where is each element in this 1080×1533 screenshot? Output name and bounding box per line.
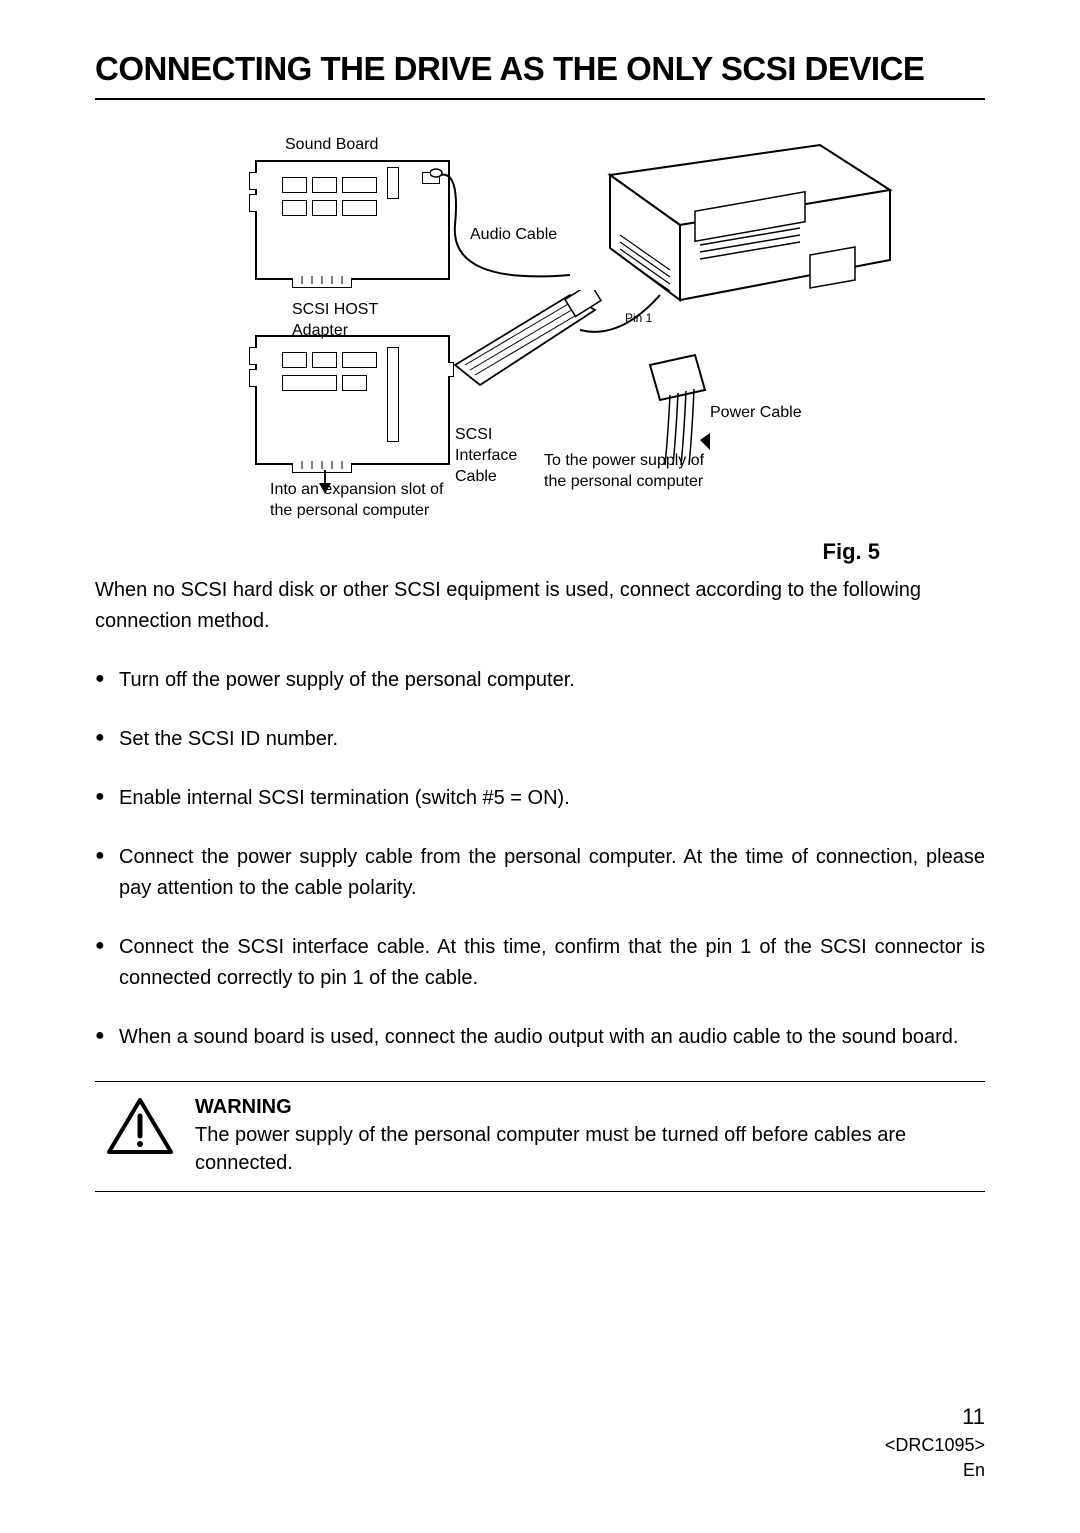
scsi-if-line3: Cable	[455, 468, 497, 485]
page-title: CONNECTING THE DRIVE AS THE ONLY SCSI DE…	[95, 50, 985, 100]
ps-line1: To the power supply of	[544, 452, 704, 469]
warning-text-block: WARNING The power supply of the personal…	[195, 1096, 985, 1177]
list-item: When a sound board is used, connect the …	[95, 1022, 985, 1053]
expansion-slot-label: Into an expansion slot of the personal c…	[270, 480, 443, 522]
figure-caption: Fig. 5	[823, 539, 880, 565]
language-code: En	[885, 1458, 985, 1483]
audio-cable-label: Audio Cable	[470, 225, 557, 246]
scsi-if-line2: Interface	[455, 447, 517, 464]
list-item: Turn off the power supply of the persona…	[95, 665, 985, 696]
warning-section: WARNING The power supply of the personal…	[95, 1081, 985, 1192]
es-line2: the personal computer	[270, 502, 429, 519]
scsi-host-line2: Adapter	[292, 322, 348, 339]
scsi-interface-label: SCSI Interface Cable	[455, 425, 517, 487]
document-code: <DRC1095>	[885, 1433, 985, 1458]
list-item: Enable internal SCSI termination (switch…	[95, 783, 985, 814]
sound-board-graphic	[255, 160, 450, 280]
power-supply-label: To the power supply of the personal comp…	[544, 451, 704, 493]
connection-diagram: Sound Board Audio Cable SCSI HOST Adapte…	[180, 135, 900, 565]
sound-board-label: Sound Board	[285, 135, 378, 156]
intro-paragraph: When no SCSI hard disk or other SCSI equ…	[95, 575, 985, 637]
instruction-list: Turn off the power supply of the persona…	[95, 665, 985, 1053]
page-footer: 11 <DRC1095> En	[885, 1402, 985, 1483]
warning-icon	[105, 1096, 175, 1156]
scsi-host-adapter-graphic	[255, 335, 450, 465]
page-number: 11	[885, 1402, 985, 1433]
scsi-if-line1: SCSI	[455, 426, 492, 443]
warning-heading: WARNING	[195, 1096, 985, 1119]
list-item: Connect the SCSI interface cable. At thi…	[95, 932, 985, 994]
scsi-host-line1: SCSI HOST	[292, 301, 378, 318]
pin1-label: Pin 1	[625, 311, 652, 327]
power-cable-label: Power Cable	[710, 403, 802, 424]
scsi-host-label: SCSI HOST Adapter	[292, 300, 378, 342]
warning-body: The power supply of the personal compute…	[195, 1121, 985, 1177]
scsi-cable-graphic	[450, 290, 650, 440]
list-item: Set the SCSI ID number.	[95, 724, 985, 755]
list-item: Connect the power supply cable from the …	[95, 842, 985, 904]
ps-line2: the personal computer	[544, 473, 703, 490]
es-line1: Into an expansion slot of	[270, 481, 443, 498]
